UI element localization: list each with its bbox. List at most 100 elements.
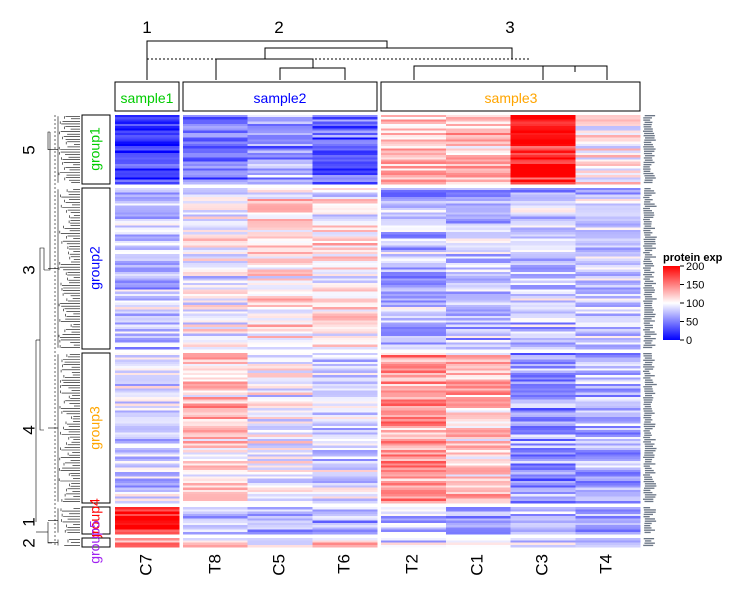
heatmap-cell	[312, 397, 378, 400]
heatmap-cell	[445, 159, 511, 163]
row-name-mark	[643, 262, 653, 265]
heatmap-cell	[247, 467, 313, 471]
heatmap-cell	[510, 353, 576, 356]
heatmap-cell	[510, 143, 576, 147]
heatmap-cell	[183, 265, 249, 268]
heatmap-cell	[445, 311, 511, 315]
heatmap-cell	[115, 518, 180, 521]
column-label-t8: T8	[205, 554, 224, 574]
heatmap-cell	[183, 500, 249, 504]
heatmap-cell	[575, 436, 641, 440]
heatmap-cell	[183, 121, 249, 125]
heatmap-cell	[247, 194, 313, 198]
heatmap-cell	[183, 408, 249, 411]
heatmap-cell	[445, 258, 511, 262]
heatmap-cell	[575, 342, 641, 345]
heatmap-cell	[247, 141, 313, 145]
heatmap-cell	[575, 445, 641, 449]
heatmap-cell	[247, 304, 313, 308]
row-name-mark	[645, 177, 656, 179]
heatmap-cell	[445, 229, 511, 233]
heatmap-cell	[445, 511, 511, 515]
heatmap-cell	[312, 311, 378, 315]
heatmap-cell	[381, 436, 447, 440]
heatmap-cell	[247, 139, 313, 143]
heatmap-cell	[183, 256, 249, 259]
heatmap-cell	[247, 342, 313, 345]
heatmap-cell	[381, 322, 447, 326]
heatmap-cell	[312, 496, 378, 499]
heatmap-cell	[312, 443, 378, 447]
heatmap-cell	[510, 311, 576, 315]
heatmap-cell	[115, 474, 180, 477]
heatmap-cell	[445, 456, 511, 460]
heatmap-cell	[445, 513, 511, 517]
heatmap-cell	[381, 293, 447, 297]
dendrogram-link	[215, 58, 314, 80]
heatmap-cell	[575, 141, 641, 145]
heatmap-cell	[510, 542, 576, 546]
row-name-mark	[644, 511, 656, 513]
heatmap-cell	[575, 513, 641, 517]
row-name-mark	[643, 425, 655, 428]
heatmap-cell	[312, 353, 378, 356]
heatmap-cell	[510, 262, 576, 266]
group4-label: group4	[87, 498, 103, 542]
heatmap-cell	[247, 428, 313, 431]
heatmap-cell	[247, 344, 313, 348]
heatmap-cell	[445, 353, 511, 356]
heatmap-cell	[312, 121, 378, 125]
heatmap-cell	[312, 157, 378, 160]
heatmap-cell	[381, 483, 447, 486]
heatmap-cell	[575, 483, 641, 486]
heatmap-cell	[247, 256, 313, 259]
row-name-mark	[643, 123, 652, 126]
heatmap-cell	[510, 289, 576, 293]
heatmap-cell	[183, 410, 249, 413]
heatmap-cell	[115, 177, 180, 180]
heatmap-cell	[312, 210, 378, 213]
heatmap-cell	[115, 434, 180, 438]
heatmap-cell	[445, 361, 511, 365]
row-name-mark	[643, 260, 652, 263]
heatmap-cell	[445, 419, 511, 422]
heatmap-cell	[381, 441, 447, 444]
heatmap-cell	[247, 443, 313, 447]
heatmap-cell	[247, 216, 313, 220]
heatmap-cell	[312, 494, 378, 497]
heatmap-cell	[247, 423, 313, 427]
heatmap-cell	[381, 467, 447, 471]
row-name-mark	[644, 368, 654, 370]
heatmap-cell	[115, 507, 180, 510]
legend-title: protein exp	[663, 252, 723, 264]
heatmap-cell	[115, 172, 180, 176]
heatmap-cell	[510, 221, 576, 224]
heatmap-cell	[247, 196, 313, 200]
heatmap-cell	[183, 476, 249, 480]
heatmap-cell	[575, 207, 641, 211]
heatmap-cell	[312, 214, 378, 218]
heatmap-cell	[247, 527, 313, 530]
heatmap-cell	[575, 123, 641, 127]
heatmap-cell	[575, 287, 641, 290]
heatmap-cell	[575, 307, 641, 310]
heatmap-cell	[445, 480, 511, 484]
heatmap-cell	[183, 428, 249, 431]
heatmap-cell	[381, 205, 447, 209]
heatmap-cell	[183, 188, 249, 191]
heatmap-cell	[510, 372, 576, 376]
row-name-mark	[643, 302, 653, 304]
heatmap-cell	[247, 430, 313, 433]
heatmap-cell	[575, 196, 641, 200]
heatmap-cell	[115, 214, 180, 218]
row-name-mark	[644, 485, 657, 487]
heatmap-cell	[445, 423, 511, 427]
heatmap-cell	[381, 278, 447, 282]
heatmap-cell	[510, 461, 576, 464]
heatmap-cell	[115, 509, 180, 512]
row-name-mark	[644, 445, 653, 447]
heatmap-cell	[445, 192, 511, 196]
heatmap-cell	[115, 436, 180, 440]
row-name-mark	[643, 538, 655, 540]
